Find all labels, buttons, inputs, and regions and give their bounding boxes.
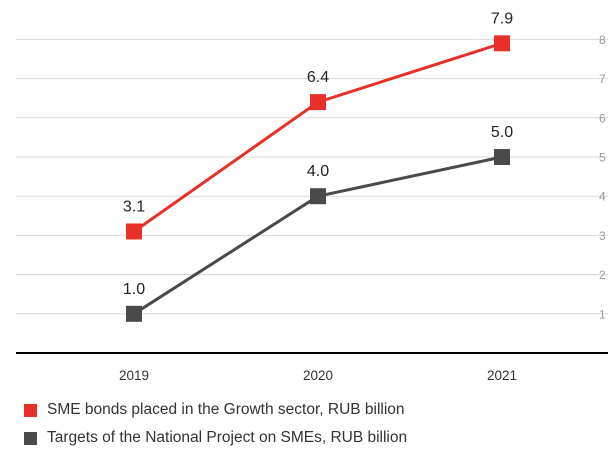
data-point-1-2019 [126,305,142,322]
legend-label-national-project-targets: Targets of the National Project on SMEs,… [47,429,408,446]
x-tick-label-2019: 2019 [119,368,149,383]
legend-item-national-project-targets: Targets of the National Project on SMEs,… [24,427,584,449]
series-0: 3.1 6.4 7.9 [123,10,513,240]
data-label-1-2021: 5.0 [491,124,513,141]
data-label-0-2020: 6.4 [307,69,329,86]
legend-swatch-dark [24,431,37,445]
legend-item-sme-bonds: SME bonds placed in the Growth sector, R… [24,399,584,421]
x-axis-tick-labels: 2019 2020 2021 [119,368,517,383]
y-tick-label-8: 8 [599,33,606,47]
series-group: 3.1 6.4 7.9 1.0 4.0 5.0 [123,10,513,322]
y-tick-label-4: 4 [599,190,606,204]
y-tick-label-3: 3 [599,229,606,243]
data-label-0-2019: 3.1 [123,198,145,215]
data-point-1-2020 [310,188,326,205]
series-1: 1.0 4.0 5.0 [123,124,513,322]
gridlines [16,38,608,315]
y-tick-label-5: 5 [599,151,606,165]
data-point-0-2021 [494,35,510,52]
data-label-1-2019: 1.0 [123,281,145,298]
legend-label-sme-bonds: SME bonds placed in the Growth sector, R… [47,401,405,418]
data-label-0-2021: 7.9 [491,10,513,27]
y-tick-label-7: 7 [599,72,606,86]
y-tick-label-6: 6 [599,111,606,125]
y-tick-label-2: 2 [599,268,606,282]
x-tick-label-2020: 2020 [303,368,333,383]
y-axis-tick-labels: 1 2 3 4 5 6 7 8 [599,33,606,321]
data-point-0-2019 [126,223,142,240]
line-chart: 1 2 3 4 5 6 7 8 2019 2020 2021 3.1 6.4 7.9 1.0 4.0 5.0 [16,10,608,383]
y-tick-label-1: 1 [599,307,606,321]
data-point-1-2021 [494,149,510,165]
legend-swatch-red [24,403,37,417]
data-point-0-2020 [310,94,326,111]
x-tick-label-2021: 2021 [487,368,517,383]
data-label-1-2020: 4.0 [307,163,329,180]
